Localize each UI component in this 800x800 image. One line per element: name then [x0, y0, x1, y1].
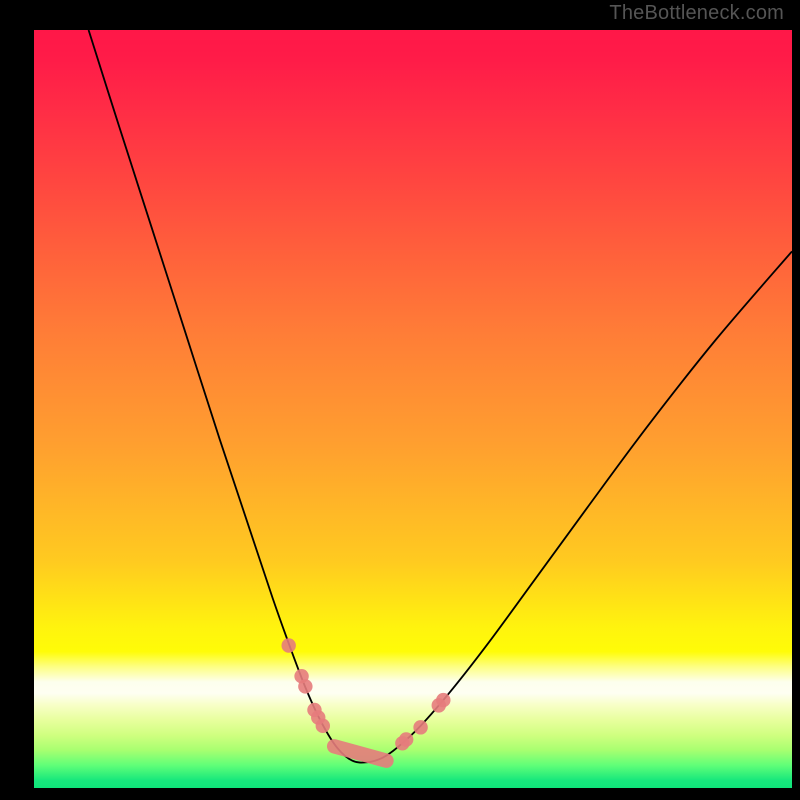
threshold-pill-marker: [334, 746, 386, 760]
threshold-dot-marker: [316, 719, 330, 733]
threshold-dot-marker: [281, 638, 295, 652]
threshold-dot-marker: [399, 732, 413, 746]
threshold-marker-layer: [281, 638, 450, 760]
threshold-dot-marker: [413, 720, 427, 734]
bottleneck-valley-curve: [89, 30, 792, 763]
threshold-dot-marker: [298, 679, 312, 693]
threshold-dot-marker: [436, 693, 450, 707]
plot-area: [34, 30, 792, 788]
plot-overlay-svg: [34, 30, 792, 788]
watermark-text: TheBottleneck.com: [609, 2, 784, 25]
